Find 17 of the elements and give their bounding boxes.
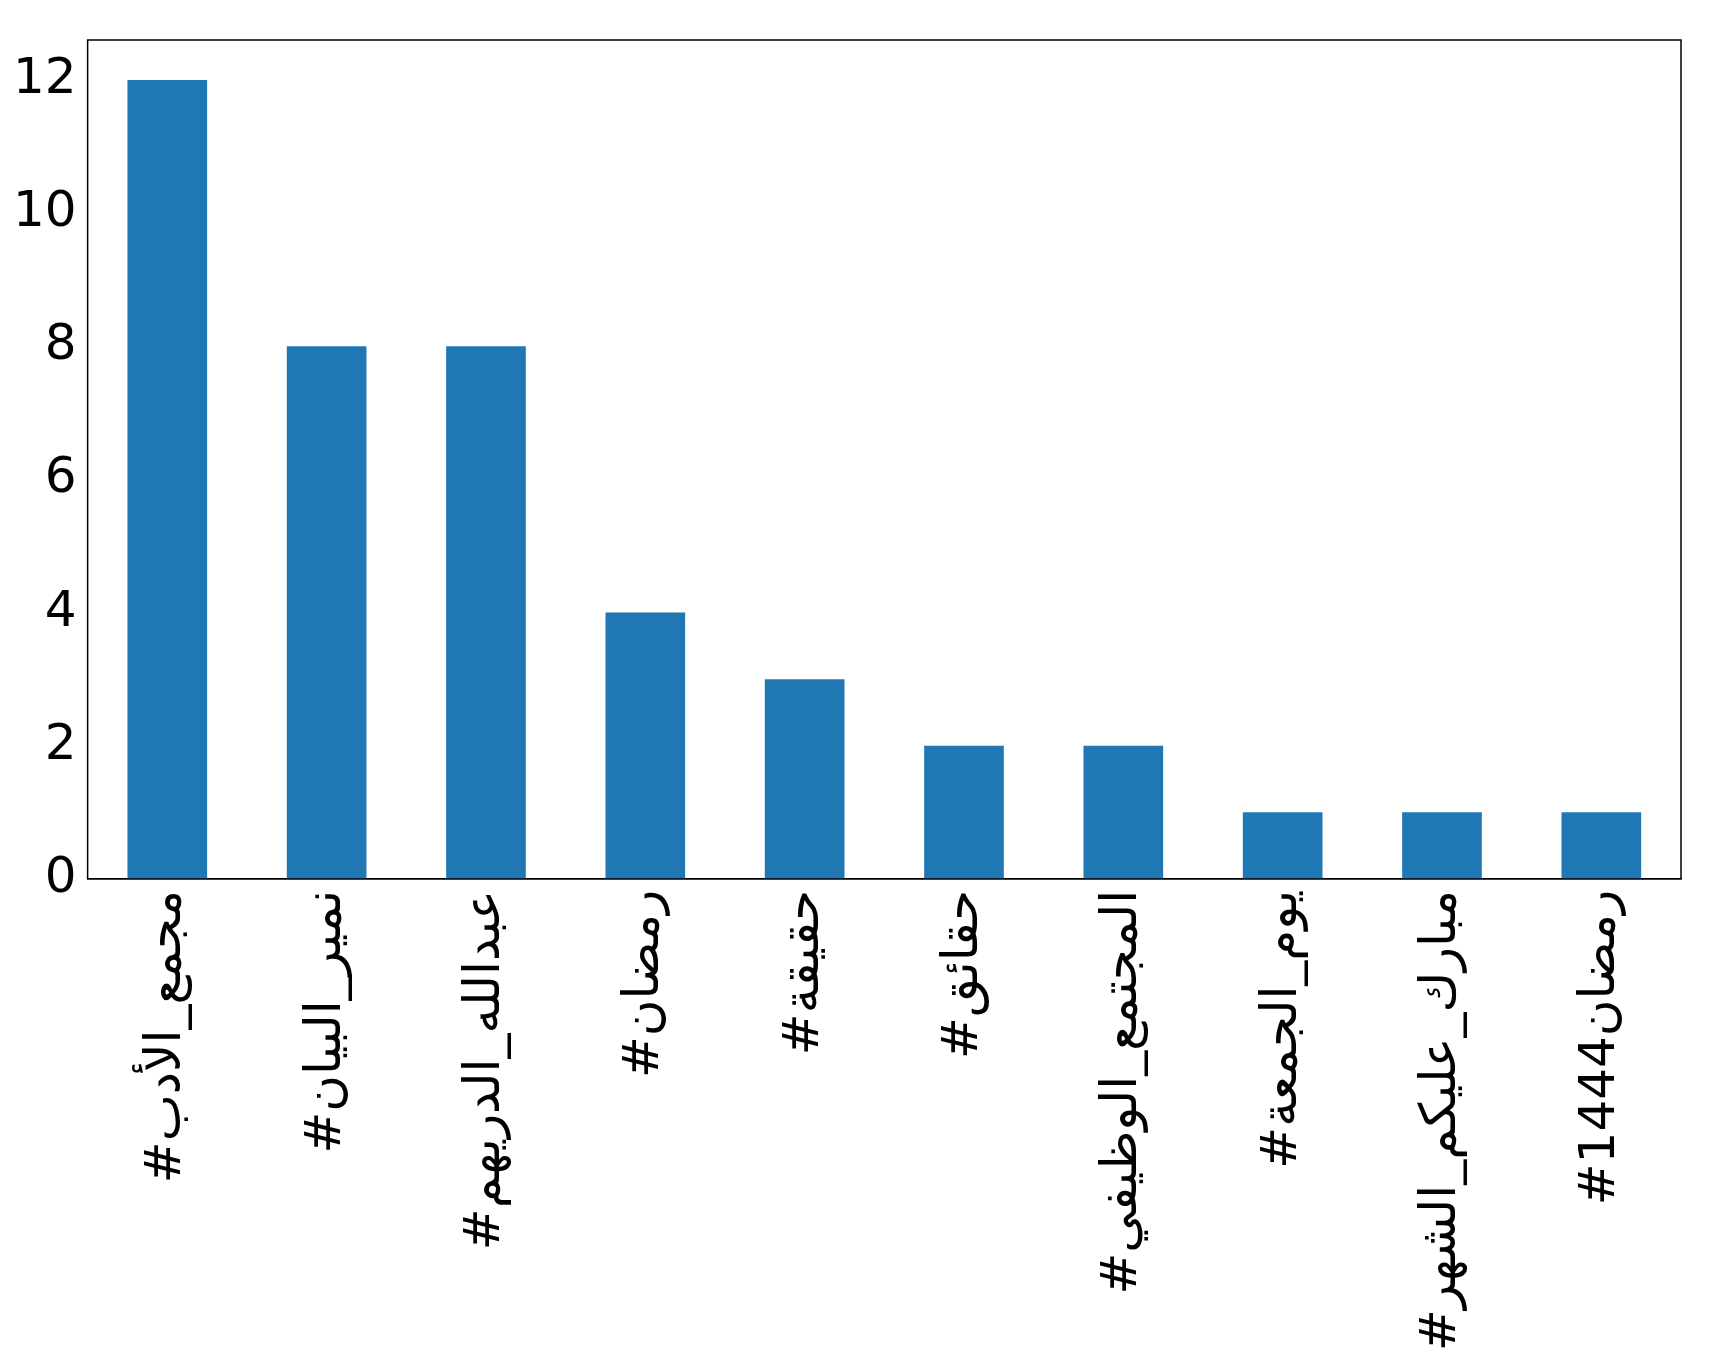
y-tick-label: 4	[44, 579, 77, 638]
y-tick-label: 2	[44, 712, 77, 771]
x-tick-label: #حقيقة	[771, 889, 830, 1056]
x-tick-label: #مجمع_الأدب	[132, 889, 194, 1184]
x-tick-label: #حقائق	[930, 889, 989, 1059]
y-tick-label: 10	[13, 180, 77, 239]
y-tick-label: 8	[44, 313, 77, 372]
x-tick-label: #نمير_البيان	[293, 889, 352, 1154]
y-tick-label: 6	[44, 446, 77, 505]
x-tick-label: #يوم_الجمعة	[1249, 889, 1308, 1169]
x-tick-label: #المجتمع_الوظيفي	[1090, 889, 1150, 1295]
x-tick-label: #عبدالله_الدريهم	[452, 889, 512, 1251]
y-tick-label: 0	[44, 845, 77, 904]
x-tick-label: #مبارك_عليكم_الشهر	[1408, 889, 1468, 1352]
y-tick-label: 12	[13, 46, 77, 105]
x-tick-label: #رمضان1444	[1568, 889, 1627, 1206]
x-tick-label: #رمضان	[612, 889, 671, 1079]
